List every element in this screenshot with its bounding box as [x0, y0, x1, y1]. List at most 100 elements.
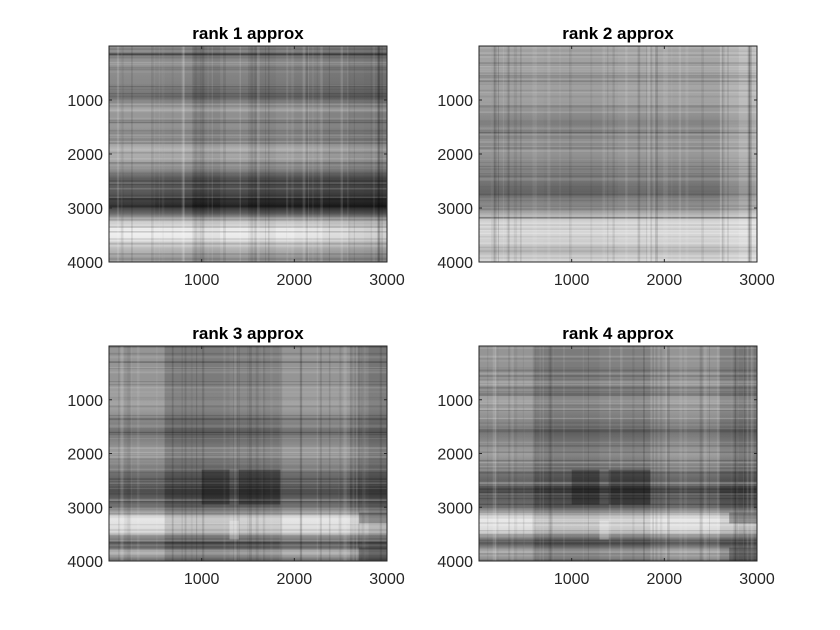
- texture-streak: [338, 346, 342, 561]
- y-tick-label: 2000: [67, 147, 103, 164]
- texture-streak: [109, 386, 387, 389]
- subplot-grid: rank 1 approx 1000 2000 3000 1000 2000 3000 400…: [67, 24, 774, 588]
- texture-streak: [479, 178, 757, 180]
- texture-streak: [109, 371, 387, 374]
- texture-streak: [109, 396, 387, 399]
- heatmap-column-band: [201, 46, 221, 262]
- texture-streak: [479, 358, 757, 360]
- texture-streak: [551, 346, 554, 561]
- texture-streak: [362, 346, 366, 561]
- texture-streak: [279, 346, 282, 561]
- texture-streak: [109, 122, 387, 124]
- texture-streak: [109, 414, 387, 417]
- texture-streak: [200, 46, 202, 262]
- texture-streak: [479, 510, 757, 513]
- texture-streak: [479, 126, 757, 128]
- texture-streak: [479, 462, 757, 464]
- texture-streak: [109, 405, 387, 408]
- texture-streak: [109, 54, 387, 57]
- texture-streak: [109, 136, 387, 139]
- texture-streak: [109, 346, 387, 348]
- texture-streak: [353, 346, 355, 561]
- texture-streak: [479, 127, 757, 130]
- texture-streak: [262, 346, 264, 561]
- texture-streak: [207, 46, 210, 262]
- texture-streak: [109, 132, 387, 134]
- texture-streak: [109, 523, 387, 524]
- texture-streak: [479, 379, 757, 381]
- texture-streak: [479, 410, 757, 411]
- texture-streak: [479, 222, 757, 224]
- texture-streak: [479, 175, 757, 178]
- texture-streak: [109, 391, 387, 393]
- texture-streak: [109, 517, 387, 519]
- texture-streak: [570, 46, 573, 262]
- texture-streak: [479, 375, 757, 377]
- texture-streak: [479, 104, 757, 107]
- texture-streak: [109, 536, 387, 538]
- texture-streak: [109, 130, 387, 132]
- texture-streak: [340, 46, 343, 262]
- heatmap-column-band: [571, 346, 600, 561]
- texture-streak: [109, 195, 387, 197]
- texture-streak: [479, 198, 757, 201]
- texture-streak: [747, 46, 750, 262]
- x-tick-label: 1000: [554, 571, 590, 588]
- texture-streak: [495, 46, 497, 262]
- texture-streak: [356, 346, 358, 561]
- texture-streak: [378, 46, 380, 262]
- texture-streak: [479, 89, 757, 92]
- heatmap-row-shading: [479, 346, 757, 561]
- y-tick-label: 2000: [437, 447, 473, 464]
- heatmap-column-band: [109, 46, 156, 262]
- y-tick-label: 1000: [67, 393, 103, 410]
- texture-streak: [479, 496, 757, 498]
- texture-streak: [347, 46, 350, 262]
- texture-streak: [493, 46, 496, 262]
- texture-streak: [109, 241, 387, 243]
- texture-streak: [109, 162, 387, 165]
- heatmap-row-shading: [109, 346, 387, 561]
- texture-streak: [370, 46, 372, 262]
- texture-streak: [109, 104, 387, 106]
- texture-streak: [158, 46, 160, 262]
- y-tick-label: 2000: [437, 147, 473, 164]
- texture-streak: [479, 69, 757, 71]
- texture-streak: [479, 514, 757, 515]
- texture-streak: [479, 227, 757, 229]
- texture-streak: [381, 46, 383, 262]
- texture-streak: [479, 141, 757, 143]
- texture-streak: [479, 204, 757, 206]
- heatmap-image: [479, 46, 757, 262]
- texture-streak: [479, 146, 757, 147]
- texture-streak: [162, 46, 164, 262]
- texture-streak: [479, 194, 757, 196]
- texture-streak: [109, 353, 387, 355]
- heatmap-column-band: [109, 346, 165, 561]
- y-tick-label: 4000: [437, 554, 473, 571]
- texture-streak: [522, 346, 525, 561]
- texture-streak: [743, 346, 745, 561]
- texture-streak: [151, 46, 154, 262]
- subplot-3: rank 3 approx 1000 2000 3000 1000 2000 3000 400…: [67, 324, 404, 588]
- heatmap-patch: [201, 469, 230, 505]
- texture-streak: [743, 346, 746, 561]
- texture-streak: [268, 46, 270, 262]
- texture-streak: [109, 198, 387, 200]
- texture-streak: [479, 47, 757, 49]
- texture-streak: [236, 346, 240, 561]
- y-tick-label: 1000: [437, 393, 473, 410]
- texture-streak: [479, 217, 757, 219]
- texture-streak: [479, 224, 757, 226]
- texture-streak: [479, 232, 757, 234]
- texture-streak: [270, 346, 273, 561]
- texture-streak: [479, 441, 757, 443]
- heatmap-column-band: [248, 46, 276, 262]
- texture-streak: [109, 110, 387, 113]
- texture-streak: [352, 346, 354, 561]
- texture-streak: [264, 346, 266, 561]
- texture-streak: [479, 103, 757, 106]
- texture-streak: [109, 361, 387, 363]
- texture-streak: [479, 469, 757, 472]
- texture-streak: [650, 46, 652, 262]
